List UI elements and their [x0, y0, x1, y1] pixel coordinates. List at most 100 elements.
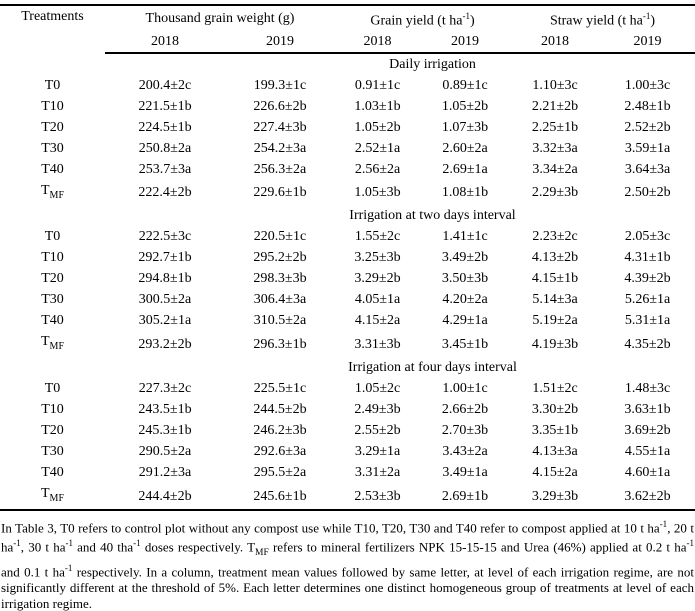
value-cell: 2.69±1b — [441, 488, 489, 504]
table-row: T20 224.5±1b 227.4±3b 1.05±2b 1.07±3b 2.25±1b… — [0, 117, 695, 138]
value-cell: 5.26±1a — [624, 292, 671, 308]
value-cell: 2.53±3b — [354, 488, 401, 504]
value-cell: 4.39±2b — [624, 271, 671, 287]
value-cell: 293.2±2b — [138, 336, 192, 352]
value-cell: 225.5±1c — [253, 381, 307, 397]
table-row: T0 200.4±2c 199.3±1c 0.91±1c 0.89±1c 1.10±3c 1… — [0, 75, 695, 96]
value-cell: 200.4±2c — [138, 77, 192, 93]
value-cell: 296.3±1b — [253, 336, 307, 352]
header-year-row: 2018 2019 2018 2019 2018 2019 — [0, 31, 695, 54]
col-header-straw-yield: Straw yield (t ha-1) — [549, 11, 656, 29]
value-cell: 3.62±2b — [624, 488, 671, 504]
table-header: Treatments Thousand grain weight (g) Gra… — [0, 5, 695, 54]
footnote: In Table 3, T0 refers to control plot wi… — [1, 519, 694, 611]
value-cell: 300.5±2a — [138, 292, 192, 308]
value-cell: 245.3±1b — [138, 423, 192, 439]
value-cell: 243.5±1b — [138, 402, 192, 418]
treatment-label: T30 — [41, 444, 64, 460]
value-cell: 220.5±1c — [253, 229, 307, 245]
value-cell: 199.3±1c — [253, 77, 307, 93]
value-cell: 3.59±1a — [624, 140, 671, 156]
table-row: T0 227.3±2c 225.5±1c 1.05±2c 1.00±1c 1.51±2c 1… — [0, 378, 695, 399]
value-cell: 2.70±3b — [441, 423, 489, 439]
value-cell: 295.5±2a — [253, 465, 307, 481]
value-cell: 227.4±3b — [253, 119, 307, 135]
value-cell: 3.64±3a — [624, 161, 671, 177]
value-cell: 245.6±1b — [253, 488, 307, 504]
section-row: Irrigation at four days interval — [0, 357, 695, 378]
treatment-label: T0 — [44, 229, 61, 245]
table-row: TMF 293.2±2b 296.3±1b 3.31±3b 3.45±1b 4.19±3b… — [0, 331, 695, 357]
table-row: T10 221.5±1b 226.6±2b 1.03±1b 1.05±2b 2.21±2b… — [0, 96, 695, 117]
value-cell: 292.6±3a — [253, 444, 307, 460]
treatment-label: T10 — [41, 402, 64, 418]
value-cell: 2.52±1a — [354, 140, 401, 156]
value-cell: 1.05±2b — [354, 119, 401, 135]
value-cell: 229.6±1b — [253, 185, 307, 201]
value-cell: 1.41±1c — [442, 229, 488, 245]
value-cell: 5.31±1a — [624, 313, 671, 329]
table-row: T20 294.8±1b 298.3±3b 3.29±2b 3.50±3b 4.15±1b… — [0, 268, 695, 289]
year-header: 2018 — [105, 31, 225, 54]
year-header: 2018 — [510, 31, 601, 54]
table-row: T30 300.5±2a 306.4±3a 4.05±1a 4.20±2a 5.14±3a… — [0, 289, 695, 310]
value-cell: 3.45±1b — [441, 336, 489, 352]
value-cell: 227.3±2c — [138, 381, 192, 397]
value-cell: 298.3±3b — [253, 271, 307, 287]
value-cell: 3.49±1a — [442, 465, 488, 481]
table-body: Daily irrigation T0 200.4±2c 199.3±1c 0.91±1… — [0, 53, 695, 510]
value-cell: 2.05±3c — [624, 229, 671, 245]
value-cell: 306.4±3a — [253, 292, 307, 308]
value-cell: 3.35±1b — [531, 423, 579, 439]
value-cell: 244.4±2b — [138, 488, 192, 504]
value-cell: 256.3±2a — [253, 161, 307, 177]
table-row: T40 291.2±3a 295.5±2a 3.31±2a 3.49±1a 4.15±2a… — [0, 462, 695, 483]
treatment-label: T20 — [41, 423, 64, 439]
treatment-label: T10 — [41, 98, 64, 114]
value-cell: 4.13±3a — [532, 444, 578, 460]
table-row: T30 250.8±2a 254.2±3a 2.52±1a 2.60±2a 3.32±3a… — [0, 138, 695, 159]
value-cell: 3.29±1a — [354, 444, 401, 460]
section-title: Daily irrigation — [389, 56, 476, 72]
value-cell: 5.14±3a — [532, 292, 578, 308]
treatment-label: T20 — [41, 119, 64, 135]
value-cell: 4.15±2a — [354, 313, 401, 329]
value-cell: 290.5±2a — [138, 444, 192, 460]
table-row: T0 222.5±3c 220.5±1c 1.55±2c 1.41±1c 2.23±2c 2… — [0, 226, 695, 247]
value-cell: 4.13±2b — [531, 250, 579, 266]
value-cell: 4.05±1a — [354, 292, 401, 308]
value-cell: 2.55±2b — [354, 423, 401, 439]
value-cell: 3.25±3b — [354, 250, 401, 266]
section-title: Irrigation at four days interval — [348, 360, 517, 376]
value-cell: 1.51±2c — [532, 381, 578, 397]
value-cell: 2.23±2c — [532, 229, 578, 245]
section-row: Irrigation at two days interval — [0, 205, 695, 226]
value-cell: 2.56±2a — [354, 161, 401, 177]
value-cell: 4.15±1b — [531, 271, 579, 287]
value-cell: 2.52±2b — [624, 119, 671, 135]
value-cell: 3.43±2a — [442, 444, 488, 460]
table-row: T40 305.2±1a 310.5±2a 4.15±2a 4.29±1a 5.19±2a… — [0, 310, 695, 331]
value-cell: 1.55±2c — [354, 229, 401, 245]
treatment-label: T40 — [41, 465, 64, 481]
treatment-label: T40 — [41, 313, 64, 329]
value-cell: 291.2±3a — [138, 465, 192, 481]
value-cell: 253.7±3a — [138, 161, 192, 177]
table-row: TMF 244.4±2b 245.6±1b 2.53±3b 2.69±1b 3.29±3b… — [0, 483, 695, 510]
value-cell: 1.10±3c — [532, 77, 578, 93]
value-cell: 2.60±2a — [442, 140, 488, 156]
table-row: T40 253.7±3a 256.3±2a 2.56±2a 2.69±1a 3.34±2a… — [0, 159, 695, 180]
value-cell: 3.29±3b — [531, 488, 579, 504]
value-cell: 226.6±2b — [253, 98, 307, 114]
value-cell: 294.8±1b — [138, 271, 192, 287]
value-cell: 2.21±2b — [531, 98, 579, 114]
section-title: Irrigation at two days interval — [349, 208, 516, 224]
section-row: Daily irrigation — [0, 53, 695, 75]
value-cell: 292.7±1b — [138, 250, 192, 266]
value-cell: 4.31±1b — [624, 250, 671, 266]
value-cell: 3.29±2b — [354, 271, 401, 287]
table-row: T30 290.5±2a 292.6±3a 3.29±1a 3.43±2a 4.13±3a… — [0, 441, 695, 462]
col-header-treatments: Treatments — [21, 9, 84, 24]
value-cell: 2.29±3b — [531, 185, 579, 201]
year-header: 2019 — [225, 31, 336, 54]
